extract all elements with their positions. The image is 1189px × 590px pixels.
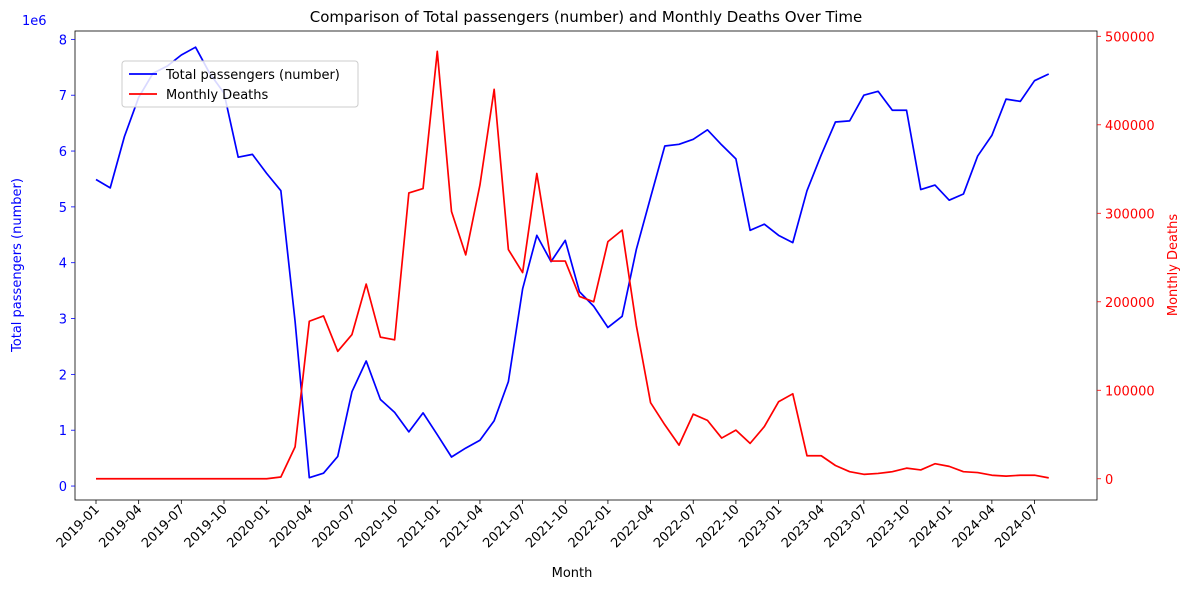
plot-area [74,30,1098,501]
legend-label-deaths: Monthly Deaths [166,88,268,103]
y-right-tick-label: 0 [1105,473,1113,488]
y-left-tick-label: 7 [59,89,67,104]
x-tick-label: 2021-04 [438,502,487,551]
x-tick-label: 2023-10 [864,502,913,551]
x-tick-label: 2022-04 [608,502,657,551]
series-line-total-passengers [95,46,1050,479]
x-tick-label: 2022-01 [566,502,615,551]
series-lines [95,46,1050,480]
x-tick-label: 2020-07 [310,502,359,551]
y-right-tick-label: 400000 [1105,119,1155,134]
x-tick-label: 2019-10 [182,502,231,551]
x-tick-label: 2021-07 [480,502,529,551]
legend: Total passengers (number) Monthly Deaths [121,60,359,108]
x-tick-label: 2023-07 [822,502,871,551]
x-tick-label: 2022-07 [651,502,700,551]
x-tick-label: 2019-07 [139,502,188,551]
y-axis-right-ticks: 0 100000 200000 300000 400000 500000 [1097,30,1155,488]
y-left-tick-label: 1 [59,424,67,439]
y-left-tick-label: 6 [59,145,67,160]
x-axis-ticks: 2019-012019-042019-072019-102020-012020-… [54,500,1041,551]
x-tick-label: 2022-10 [694,502,743,551]
y-right-tick-label: 200000 [1105,296,1155,311]
chart-title: Comparison of Total passengers (number) … [310,8,863,26]
y-axis-right-label: Monthly Deaths [1166,214,1181,316]
x-tick-label: 2020-01 [224,502,273,551]
series-line-monthly-deaths [96,50,1049,480]
legend-box [121,60,359,108]
y-left-tick-label: 8 [59,33,67,48]
y-right-tick-label: 100000 [1105,384,1155,399]
y-left-tick-label: 4 [59,257,67,272]
x-tick-label: 2023-01 [736,502,785,551]
y-axis-left-label: Total passengers (number) [10,178,25,353]
y-left-tick-label: 3 [59,313,67,328]
x-tick-label: 2020-10 [352,502,401,551]
x-tick-label: 2024-01 [907,502,956,551]
y-left-tick-label: 5 [59,201,67,216]
x-tick-label: 2024-04 [950,502,999,551]
x-tick-label: 2023-04 [779,502,828,551]
x-tick-label: 2020-04 [267,502,316,551]
y-left-tick-label: 0 [59,480,67,495]
x-axis-label: Month [552,566,593,581]
x-tick-label: 2021-10 [523,502,572,551]
y-axis-left-ticks: 0 1 2 3 4 5 6 7 8 [59,33,75,495]
y-axis-left-offset-text: 1e6 [22,14,47,29]
x-tick-label: 2019-04 [96,502,145,551]
y-right-tick-label: 300000 [1105,207,1155,222]
x-tick-label: 2019-01 [54,502,103,551]
x-tick-label: 2021-01 [395,502,444,551]
y-left-tick-label: 2 [59,368,67,383]
x-tick-label: 2024-07 [992,502,1041,551]
legend-label-passengers: Total passengers (number) [165,68,340,83]
y-right-tick-label: 500000 [1105,30,1155,45]
